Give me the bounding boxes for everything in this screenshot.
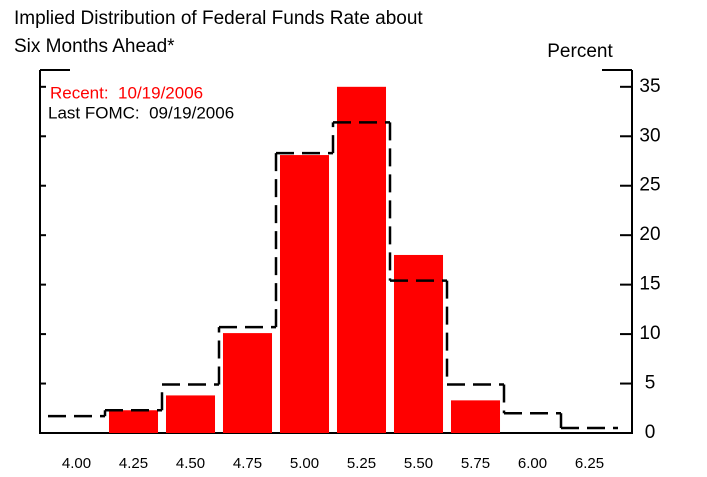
x-tick-label: 4.50 bbox=[176, 455, 205, 472]
bar bbox=[165, 395, 216, 433]
bar bbox=[450, 400, 501, 433]
x-tick-label: 4.25 bbox=[119, 455, 148, 472]
x-tick-label: 5.75 bbox=[461, 455, 490, 472]
x-tick-label: 6.00 bbox=[518, 455, 547, 472]
legend-entry: Recent: 10/19/2006 bbox=[50, 83, 203, 102]
legend-entry: Last FOMC: 09/19/2006 bbox=[48, 103, 234, 122]
bar bbox=[222, 333, 273, 433]
y-tick-label: 0 bbox=[645, 422, 656, 443]
bar bbox=[336, 86, 387, 434]
bar bbox=[108, 410, 159, 433]
bar bbox=[279, 155, 330, 433]
y-tick-label: 25 bbox=[639, 175, 660, 196]
x-tick-label: 4.00 bbox=[62, 455, 91, 472]
x-tick-label: 6.25 bbox=[575, 455, 604, 472]
y-tick-label: 20 bbox=[639, 224, 660, 245]
y-tick-label: 15 bbox=[639, 274, 660, 295]
chart-title: Six Months Ahead* bbox=[14, 36, 175, 57]
x-tick-label: 5.00 bbox=[290, 455, 319, 472]
x-tick-label: 5.25 bbox=[347, 455, 376, 472]
chart-title: Implied Distribution of Federal Funds Ra… bbox=[14, 8, 423, 29]
x-tick-label: 5.50 bbox=[404, 455, 433, 472]
y-axis-label: Percent bbox=[547, 41, 613, 62]
x-tick-label: 4.75 bbox=[233, 455, 262, 472]
y-tick-label: 30 bbox=[639, 125, 660, 146]
y-tick-label: 5 bbox=[645, 373, 656, 394]
y-tick-label: 35 bbox=[639, 76, 660, 97]
y-tick-label: 10 bbox=[639, 323, 660, 344]
bar bbox=[393, 254, 444, 433]
frame bbox=[39, 69, 633, 434]
